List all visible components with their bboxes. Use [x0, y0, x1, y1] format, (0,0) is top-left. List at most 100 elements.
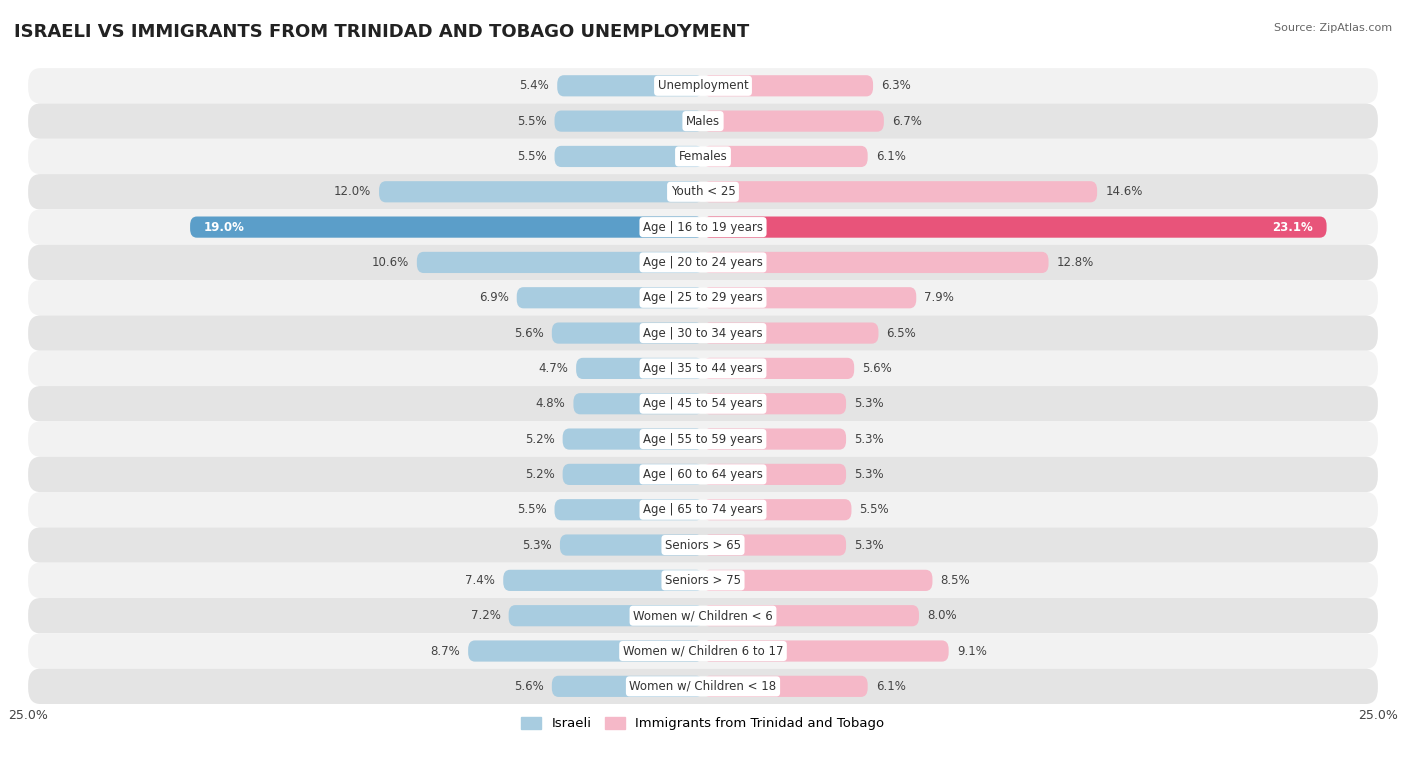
FancyBboxPatch shape — [28, 386, 1378, 422]
Text: 5.3%: 5.3% — [522, 538, 551, 552]
FancyBboxPatch shape — [562, 428, 703, 450]
FancyBboxPatch shape — [554, 499, 703, 520]
FancyBboxPatch shape — [703, 322, 879, 344]
FancyBboxPatch shape — [703, 287, 917, 308]
FancyBboxPatch shape — [562, 464, 703, 485]
FancyBboxPatch shape — [703, 111, 884, 132]
Text: Females: Females — [679, 150, 727, 163]
Text: 8.5%: 8.5% — [941, 574, 970, 587]
Text: Age | 35 to 44 years: Age | 35 to 44 years — [643, 362, 763, 375]
Text: 5.4%: 5.4% — [519, 79, 550, 92]
FancyBboxPatch shape — [703, 217, 1327, 238]
Text: 5.3%: 5.3% — [855, 468, 884, 481]
Text: Age | 30 to 34 years: Age | 30 to 34 years — [643, 326, 763, 340]
FancyBboxPatch shape — [28, 492, 1378, 528]
Text: Unemployment: Unemployment — [658, 79, 748, 92]
FancyBboxPatch shape — [703, 464, 846, 485]
FancyBboxPatch shape — [703, 358, 855, 379]
FancyBboxPatch shape — [703, 676, 868, 697]
FancyBboxPatch shape — [703, 75, 873, 96]
FancyBboxPatch shape — [703, 605, 920, 626]
Text: 14.6%: 14.6% — [1105, 185, 1143, 198]
FancyBboxPatch shape — [703, 534, 846, 556]
FancyBboxPatch shape — [28, 562, 1378, 598]
FancyBboxPatch shape — [557, 75, 703, 96]
Text: 7.9%: 7.9% — [924, 291, 955, 304]
Text: 5.3%: 5.3% — [855, 432, 884, 446]
FancyBboxPatch shape — [28, 139, 1378, 174]
FancyBboxPatch shape — [574, 393, 703, 414]
FancyBboxPatch shape — [416, 252, 703, 273]
Text: 5.3%: 5.3% — [855, 538, 884, 552]
FancyBboxPatch shape — [703, 499, 852, 520]
Text: ISRAELI VS IMMIGRANTS FROM TRINIDAD AND TOBAGO UNEMPLOYMENT: ISRAELI VS IMMIGRANTS FROM TRINIDAD AND … — [14, 23, 749, 41]
Legend: Israeli, Immigrants from Trinidad and Tobago: Israeli, Immigrants from Trinidad and To… — [516, 712, 890, 736]
FancyBboxPatch shape — [576, 358, 703, 379]
FancyBboxPatch shape — [28, 668, 1378, 704]
Text: Women w/ Children < 6: Women w/ Children < 6 — [633, 609, 773, 622]
Text: 6.3%: 6.3% — [882, 79, 911, 92]
Text: Seniors > 75: Seniors > 75 — [665, 574, 741, 587]
Text: Women w/ Children 6 to 17: Women w/ Children 6 to 17 — [623, 644, 783, 658]
FancyBboxPatch shape — [190, 217, 703, 238]
FancyBboxPatch shape — [703, 252, 1049, 273]
Text: 5.6%: 5.6% — [862, 362, 891, 375]
Text: 8.0%: 8.0% — [927, 609, 956, 622]
Text: Males: Males — [686, 114, 720, 128]
FancyBboxPatch shape — [560, 534, 703, 556]
FancyBboxPatch shape — [551, 676, 703, 697]
Text: 5.5%: 5.5% — [517, 150, 547, 163]
Text: 5.2%: 5.2% — [524, 468, 554, 481]
Text: 9.1%: 9.1% — [956, 644, 987, 658]
FancyBboxPatch shape — [509, 605, 703, 626]
Text: Source: ZipAtlas.com: Source: ZipAtlas.com — [1274, 23, 1392, 33]
FancyBboxPatch shape — [554, 111, 703, 132]
Text: 5.3%: 5.3% — [855, 397, 884, 410]
Text: 4.7%: 4.7% — [538, 362, 568, 375]
FancyBboxPatch shape — [703, 393, 846, 414]
Text: 4.8%: 4.8% — [536, 397, 565, 410]
FancyBboxPatch shape — [28, 245, 1378, 280]
Text: 5.6%: 5.6% — [515, 680, 544, 693]
Text: 5.2%: 5.2% — [524, 432, 554, 446]
Text: 7.4%: 7.4% — [465, 574, 495, 587]
Text: 19.0%: 19.0% — [204, 220, 245, 234]
FancyBboxPatch shape — [28, 280, 1378, 316]
FancyBboxPatch shape — [28, 528, 1378, 562]
Text: 6.9%: 6.9% — [479, 291, 509, 304]
FancyBboxPatch shape — [380, 181, 703, 202]
Text: Age | 45 to 54 years: Age | 45 to 54 years — [643, 397, 763, 410]
FancyBboxPatch shape — [28, 316, 1378, 350]
FancyBboxPatch shape — [503, 570, 703, 591]
FancyBboxPatch shape — [28, 634, 1378, 668]
Text: Age | 55 to 59 years: Age | 55 to 59 years — [643, 432, 763, 446]
FancyBboxPatch shape — [28, 598, 1378, 634]
Text: 6.1%: 6.1% — [876, 150, 905, 163]
Text: 23.1%: 23.1% — [1272, 220, 1313, 234]
FancyBboxPatch shape — [551, 322, 703, 344]
Text: 6.7%: 6.7% — [891, 114, 922, 128]
Text: 12.0%: 12.0% — [333, 185, 371, 198]
FancyBboxPatch shape — [703, 570, 932, 591]
FancyBboxPatch shape — [28, 68, 1378, 104]
Text: 5.5%: 5.5% — [517, 114, 547, 128]
FancyBboxPatch shape — [554, 146, 703, 167]
Text: 10.6%: 10.6% — [371, 256, 409, 269]
Text: Age | 60 to 64 years: Age | 60 to 64 years — [643, 468, 763, 481]
Text: 6.5%: 6.5% — [887, 326, 917, 340]
Text: Youth < 25: Youth < 25 — [671, 185, 735, 198]
FancyBboxPatch shape — [28, 210, 1378, 245]
FancyBboxPatch shape — [703, 428, 846, 450]
FancyBboxPatch shape — [28, 422, 1378, 456]
FancyBboxPatch shape — [703, 146, 868, 167]
Text: 8.7%: 8.7% — [430, 644, 460, 658]
Text: 7.2%: 7.2% — [471, 609, 501, 622]
Text: Women w/ Children < 18: Women w/ Children < 18 — [630, 680, 776, 693]
Text: Age | 65 to 74 years: Age | 65 to 74 years — [643, 503, 763, 516]
Text: 5.5%: 5.5% — [859, 503, 889, 516]
FancyBboxPatch shape — [28, 350, 1378, 386]
FancyBboxPatch shape — [703, 640, 949, 662]
Text: Age | 16 to 19 years: Age | 16 to 19 years — [643, 220, 763, 234]
Text: 12.8%: 12.8% — [1057, 256, 1094, 269]
FancyBboxPatch shape — [517, 287, 703, 308]
